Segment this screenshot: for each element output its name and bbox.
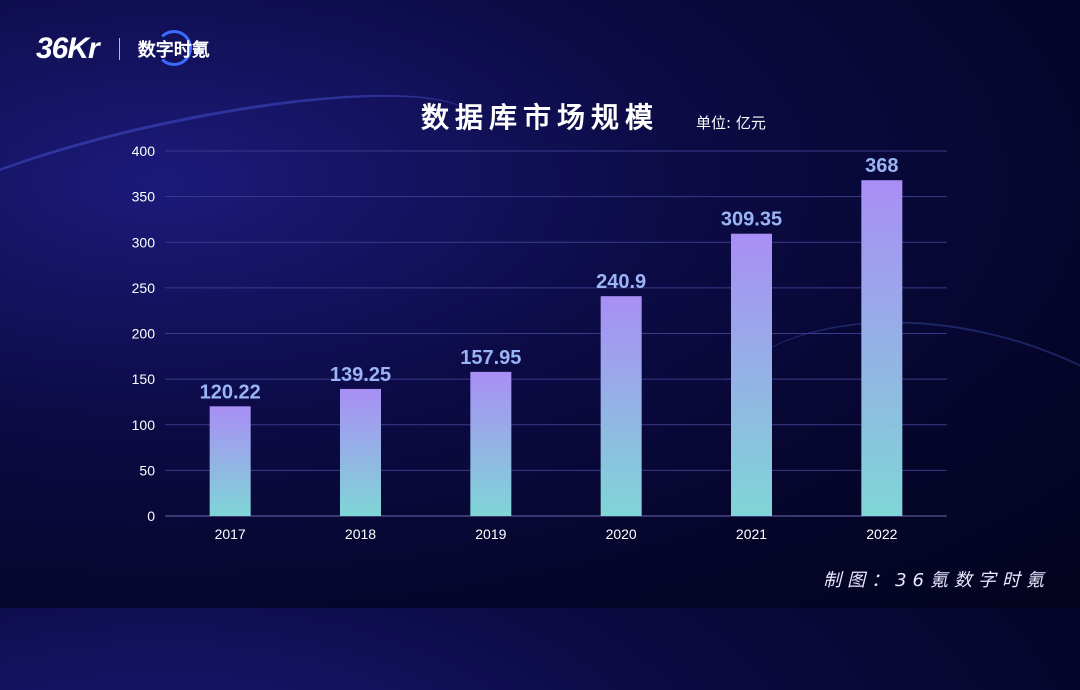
- bar-2022: [861, 180, 903, 516]
- bar-2019: [470, 371, 512, 516]
- chart-title: 数据库市场规模: [420, 101, 659, 134]
- y-tick-label: 300: [132, 234, 156, 250]
- value-label: 120.22: [200, 381, 261, 403]
- y-axis-ticks: 0 50 100 150 200 250 300 350 400: [132, 143, 156, 524]
- value-label: 309.35: [721, 209, 782, 231]
- footer-credit: 制图：36氪数字时氪: [823, 570, 1050, 591]
- chart-title-wrap: 数据库市场规模: [0, 96, 1080, 136]
- y-tick-label: 100: [132, 417, 156, 433]
- y-tick-label: 250: [132, 280, 156, 296]
- y-tick-label: 350: [132, 189, 156, 205]
- bar-2021: [731, 233, 772, 516]
- logo-36kr: 36Kr: [36, 32, 100, 65]
- value-labels: 120.22 139.25 157.95 240.9 309.35 368: [200, 155, 899, 403]
- y-tick-label: 0: [147, 508, 155, 524]
- x-tick-label: 2017: [215, 526, 246, 542]
- logo-sub-brand-text: 数字时氪: [137, 40, 210, 60]
- y-tick-label: 150: [132, 371, 156, 387]
- x-axis-ticks: 2017 2018 2019 2020 2021 2022: [215, 526, 898, 542]
- bar-chart: 120.22 139.25 157.95 240.9 309.35 368 0 50 100 1…: [132, 143, 947, 542]
- value-label: 157.95: [460, 347, 521, 369]
- value-label: 368: [865, 155, 898, 177]
- x-tick-label: 2022: [866, 526, 897, 542]
- bar-2017: [209, 406, 251, 516]
- grid-lines: [165, 150, 947, 517]
- bar-2018: [340, 388, 381, 516]
- y-tick-label: 200: [132, 326, 156, 342]
- unit-label: 单位: 亿元: [696, 114, 766, 132]
- bars: [209, 180, 903, 516]
- x-tick-label: 2018: [345, 526, 376, 542]
- x-tick-label: 2021: [736, 526, 767, 542]
- y-tick-label: 400: [132, 143, 156, 159]
- y-tick-label: 50: [139, 462, 155, 478]
- value-label: 139.25: [330, 364, 391, 386]
- value-label: 240.9: [596, 271, 646, 293]
- bar-2020: [600, 296, 642, 516]
- x-tick-label: 2020: [606, 526, 637, 542]
- logo-divider: [118, 38, 120, 60]
- header-logo: 36Kr 数字时氪: [36, 30, 210, 66]
- x-tick-label: 2019: [475, 526, 506, 542]
